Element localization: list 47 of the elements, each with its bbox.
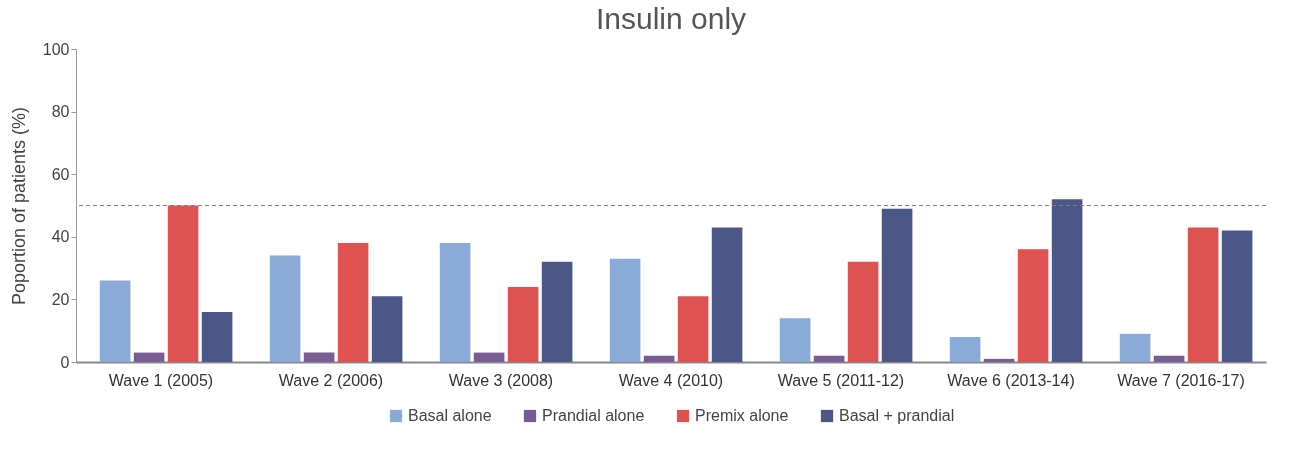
bar (269, 255, 301, 362)
chart-title: Insulin only (595, 2, 747, 35)
bar (303, 352, 335, 362)
x-tick-label: Wave 5 (2011-12) (777, 371, 905, 389)
y-tick-label: 100 (42, 40, 70, 58)
legend-label: Basal alone (408, 407, 492, 424)
bar (371, 296, 403, 362)
bar (609, 258, 641, 362)
bar (99, 280, 131, 362)
bar (507, 286, 539, 362)
bar (541, 261, 573, 362)
bar (1187, 227, 1219, 362)
bar (439, 243, 471, 362)
bar (167, 205, 199, 362)
bar (881, 208, 913, 362)
y-tick-label: 40 (51, 228, 70, 246)
bar (1017, 249, 1049, 362)
bar (133, 352, 165, 362)
x-tick-label: Wave 1 (2005) (108, 371, 214, 389)
x-tick-label: Wave 3 (2008) (448, 371, 554, 389)
bar (983, 358, 1015, 362)
legend-label: Basal + prandial (839, 407, 955, 424)
legend-label: Prandial alone (542, 407, 645, 424)
bar (201, 311, 233, 362)
bar (779, 318, 811, 362)
y-tick-label: 80 (51, 103, 70, 121)
y-tick-label: 60 (51, 165, 70, 183)
x-tick-label: Wave 7 (2016-17) (1117, 371, 1245, 389)
legend-label: Premix alone (695, 407, 789, 424)
x-tick-label: Wave 4 (2010) (618, 371, 724, 389)
bar (1221, 230, 1253, 362)
bar (677, 296, 709, 362)
x-tick-label: Wave 2 (2006) (278, 371, 384, 389)
bar (337, 243, 369, 362)
bar (813, 355, 845, 362)
bar (1153, 355, 1185, 362)
bar (1119, 333, 1151, 362)
bar (1051, 199, 1083, 362)
x-tick-label: Wave 6 (2013-14) (947, 371, 1075, 389)
bar (711, 227, 743, 362)
bar (847, 261, 879, 362)
y-axis-title: Poportion of patients (%) (8, 106, 29, 306)
bar (949, 336, 981, 362)
y-tick-label: 0 (60, 353, 70, 371)
bar (643, 355, 675, 362)
bar (473, 352, 505, 362)
y-tick-label: 20 (51, 290, 70, 308)
